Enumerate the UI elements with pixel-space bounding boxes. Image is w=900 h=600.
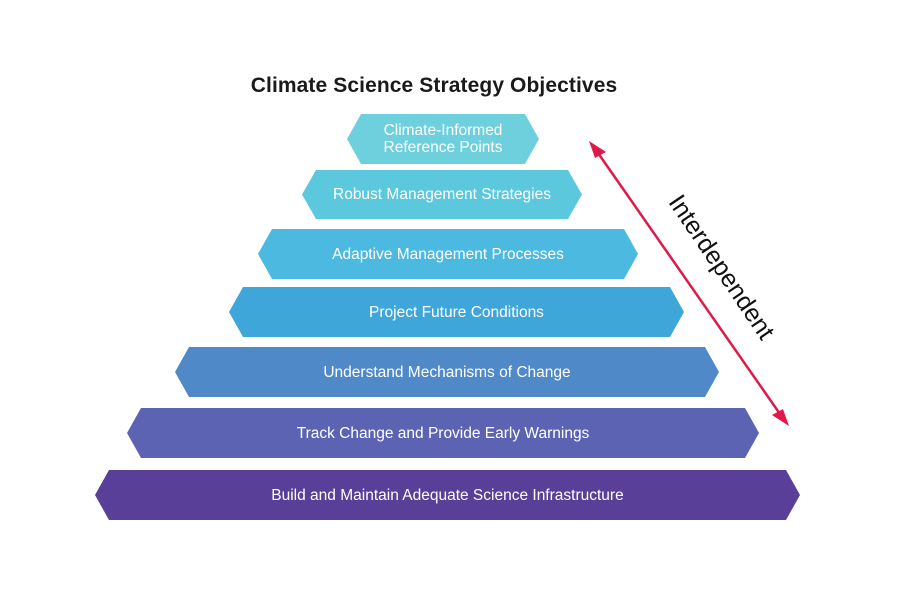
tier-label: Robust Management Strategies [333,186,551,203]
tier-label: Track Change and Provide Early Warnings [296,424,590,442]
interdependent-arrow-head-bottom [772,409,789,426]
pyramid-tier-robust-management-strategies: Robust Management Strategies [302,170,582,219]
interdependent-arrow-head-top [589,141,606,158]
pyramid-tier-adaptive-management-processes: Adaptive Management Processes [258,229,638,279]
pyramid-tier-build-maintain-science-infrastructure: Build and Maintain Adequate Science Infr… [95,470,800,520]
tier-label: Understand Mechanisms of Change [323,363,571,381]
pyramid-tier-track-change-early-warnings: Track Change and Provide Early Warnings [127,408,759,458]
pyramid-tier-climate-informed-reference-points: Climate-Informed Reference Points [347,114,539,164]
tier-label: Project Future Conditions [369,303,544,321]
pyramid-tier-understand-mechanisms-of-change: Understand Mechanisms of Change [175,347,719,397]
tier-label-line: Climate-Informed [383,122,503,139]
pyramid-tier-project-future-conditions: Project Future Conditions [229,287,684,337]
tier-label: Build and Maintain Adequate Science Infr… [271,486,624,504]
tier-label-line: Reference Points [383,139,503,156]
tier-label: Adaptive Management Processes [332,245,564,263]
diagram-title: Climate Science Strategy Objectives [250,74,618,97]
interdependent-label: Interdependent [662,189,781,345]
